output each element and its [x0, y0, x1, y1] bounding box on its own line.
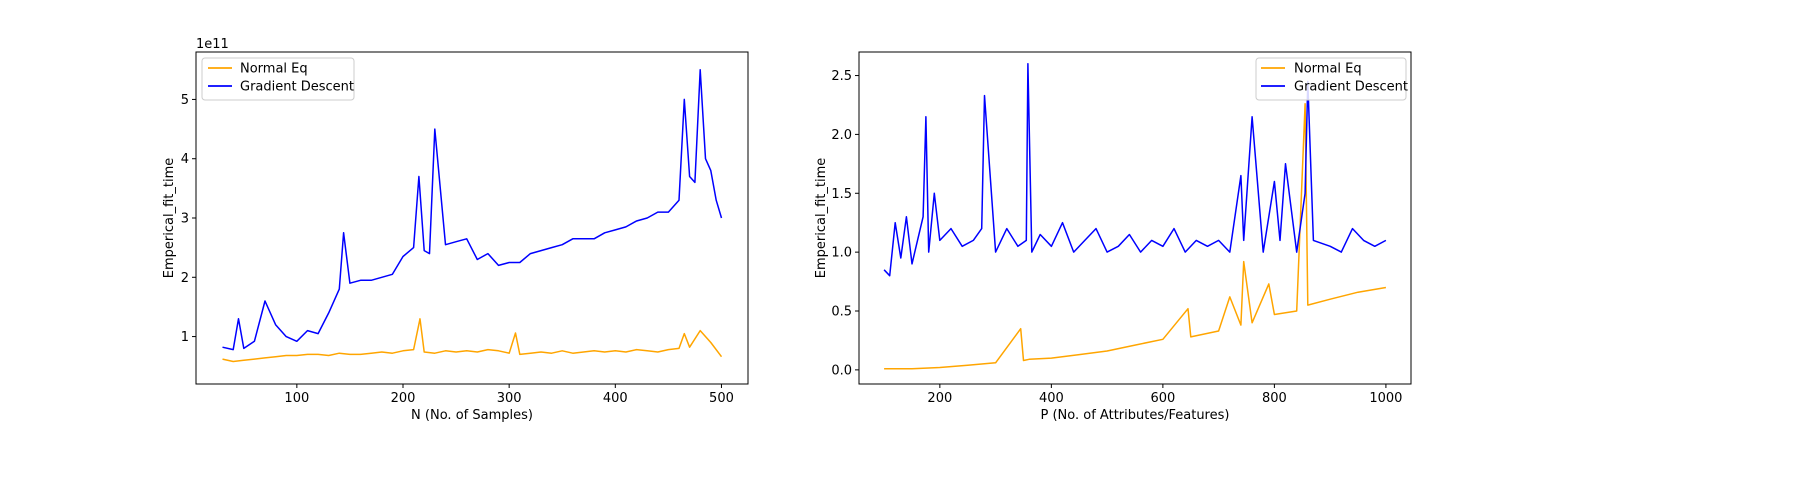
y-tick-label: 0.0 — [831, 363, 852, 378]
y-tick-label: 1 — [181, 330, 189, 345]
series-line-gradient-descent — [222, 69, 723, 351]
axes-frame — [858, 51, 1412, 385]
x-axis-label: N (No. of Samples) — [411, 408, 533, 423]
x-axis-label: P (No. of Attributes/Features) — [1041, 408, 1230, 423]
y-axis-label: Emperical_fit_time — [814, 158, 829, 278]
legend: Normal Eq Gradient Descent — [201, 57, 355, 101]
axis-ticks: 200 400 600 800 1000 0.0 0.5 1.0 1.5 2.0 2.5 — [831, 69, 1402, 406]
chart-feature-count: 200 400 600 800 1000 0.0 0.5 1.0 1.5 2.0 2.5 P (No… — [814, 51, 1412, 423]
x-tick-label: 100 — [284, 391, 309, 406]
series-line-normal-eq — [222, 318, 723, 363]
y-tick-label: 1.5 — [831, 187, 852, 202]
legend: Normal Eq Gradient Descent — [1255, 57, 1408, 101]
plot-lines — [222, 69, 723, 363]
series-line-gradient-descent — [883, 63, 1387, 277]
x-tick-label: 400 — [603, 391, 628, 406]
y-tick-label: 2.5 — [831, 69, 852, 84]
y-tick-label: 2 — [181, 271, 189, 286]
axis-ticks: 100 200 300 400 500 1 2 3 4 5 — [181, 93, 734, 406]
legend-label-gradient-descent: Gradient Descent — [240, 80, 354, 95]
x-tick-label: 200 — [927, 391, 952, 406]
plot-lines — [883, 63, 1387, 370]
x-tick-label: 800 — [1262, 391, 1287, 406]
y-tick-label: 5 — [181, 93, 189, 108]
legend-box — [201, 57, 355, 101]
x-tick-label: 1000 — [1369, 391, 1402, 406]
y-tick-label: 4 — [181, 152, 189, 167]
x-tick-label: 500 — [709, 391, 734, 406]
x-tick-label: 400 — [1039, 391, 1064, 406]
y-tick-label: 2.0 — [831, 128, 852, 143]
series-line-normal-eq — [884, 103, 1387, 370]
y-tick-label: 0.5 — [831, 305, 852, 320]
y-offset-label: 1e11 — [196, 37, 229, 52]
y-tick-label: 1.0 — [831, 246, 852, 261]
x-tick-label: 600 — [1150, 391, 1175, 406]
legend-label-normal-eq: Normal Eq — [240, 62, 308, 77]
legend-box — [1255, 57, 1407, 101]
y-tick-label: 3 — [181, 212, 189, 227]
y-axis-label: Emperical_fit_time — [162, 158, 177, 278]
legend-label-gradient-descent: Gradient Descent — [1294, 80, 1408, 95]
x-tick-label: 200 — [391, 391, 416, 406]
legend-label-normal-eq: Normal Eq — [1294, 62, 1362, 77]
x-tick-label: 300 — [497, 391, 522, 406]
chart-sample-size: 100 200 300 400 500 1 2 3 4 5 1e11 N (No. of Samp… — [162, 37, 749, 423]
axes-frame — [195, 51, 749, 385]
